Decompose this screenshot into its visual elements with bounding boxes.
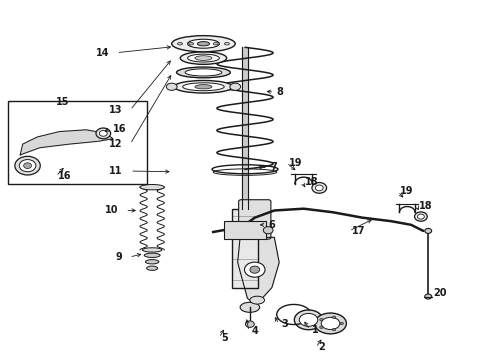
Ellipse shape (332, 328, 336, 331)
Text: 18: 18 (305, 177, 318, 187)
Ellipse shape (24, 163, 31, 168)
Text: 10: 10 (104, 206, 118, 216)
Text: 18: 18 (419, 201, 433, 211)
Ellipse shape (319, 318, 323, 321)
Text: 12: 12 (109, 139, 123, 149)
Ellipse shape (250, 266, 260, 273)
Ellipse shape (263, 226, 273, 234)
Text: 6: 6 (269, 220, 275, 230)
Ellipse shape (224, 42, 229, 45)
Ellipse shape (99, 131, 107, 136)
Ellipse shape (189, 42, 194, 45)
Ellipse shape (312, 183, 327, 193)
FancyBboxPatch shape (239, 200, 271, 239)
Ellipse shape (321, 318, 340, 329)
Text: 16: 16 (113, 124, 126, 134)
Ellipse shape (15, 156, 40, 175)
Ellipse shape (174, 81, 233, 93)
Text: 8: 8 (277, 87, 284, 97)
Bar (242, 47, 248, 209)
Ellipse shape (230, 83, 241, 90)
Ellipse shape (212, 165, 278, 174)
Ellipse shape (340, 322, 343, 325)
Ellipse shape (180, 52, 227, 64)
Ellipse shape (415, 212, 427, 221)
Ellipse shape (183, 83, 224, 91)
Text: 5: 5 (221, 333, 228, 343)
Text: 16: 16 (58, 171, 72, 181)
Ellipse shape (250, 296, 265, 304)
Ellipse shape (197, 41, 210, 46)
Ellipse shape (177, 42, 182, 45)
Ellipse shape (19, 159, 36, 172)
Ellipse shape (96, 128, 111, 139)
Ellipse shape (425, 228, 432, 233)
Ellipse shape (140, 184, 164, 190)
Ellipse shape (166, 83, 177, 90)
Ellipse shape (195, 85, 212, 89)
Ellipse shape (143, 248, 162, 252)
Ellipse shape (195, 56, 212, 60)
Ellipse shape (332, 316, 336, 319)
Text: 1: 1 (313, 325, 319, 335)
Ellipse shape (299, 314, 318, 326)
Ellipse shape (245, 262, 265, 277)
Text: 19: 19 (400, 186, 414, 197)
Text: 9: 9 (115, 252, 122, 262)
Ellipse shape (294, 310, 323, 330)
Ellipse shape (172, 36, 235, 52)
Bar (8, 101, 147, 184)
Text: 13: 13 (109, 105, 123, 115)
Ellipse shape (213, 42, 218, 45)
Ellipse shape (240, 302, 260, 312)
Text: 7: 7 (270, 162, 277, 172)
Ellipse shape (188, 39, 220, 48)
Ellipse shape (425, 294, 432, 299)
Ellipse shape (315, 313, 346, 334)
Text: 2: 2 (318, 342, 325, 352)
Ellipse shape (147, 266, 158, 270)
Text: 4: 4 (251, 326, 258, 336)
Ellipse shape (146, 260, 159, 264)
Text: 14: 14 (96, 48, 109, 58)
Ellipse shape (319, 326, 323, 328)
Text: 11: 11 (109, 166, 123, 176)
Ellipse shape (245, 321, 254, 327)
Text: 3: 3 (282, 319, 289, 329)
Text: 19: 19 (289, 158, 302, 168)
Text: 15: 15 (56, 97, 70, 107)
Polygon shape (20, 130, 113, 155)
Text: 20: 20 (434, 288, 447, 298)
Ellipse shape (185, 69, 222, 76)
Polygon shape (238, 237, 279, 304)
Ellipse shape (316, 185, 323, 191)
Ellipse shape (144, 253, 160, 257)
Bar (224, 221, 266, 239)
Ellipse shape (417, 214, 424, 219)
Ellipse shape (176, 67, 230, 78)
Ellipse shape (188, 54, 220, 62)
Bar (232, 209, 258, 288)
Text: 17: 17 (351, 226, 365, 236)
